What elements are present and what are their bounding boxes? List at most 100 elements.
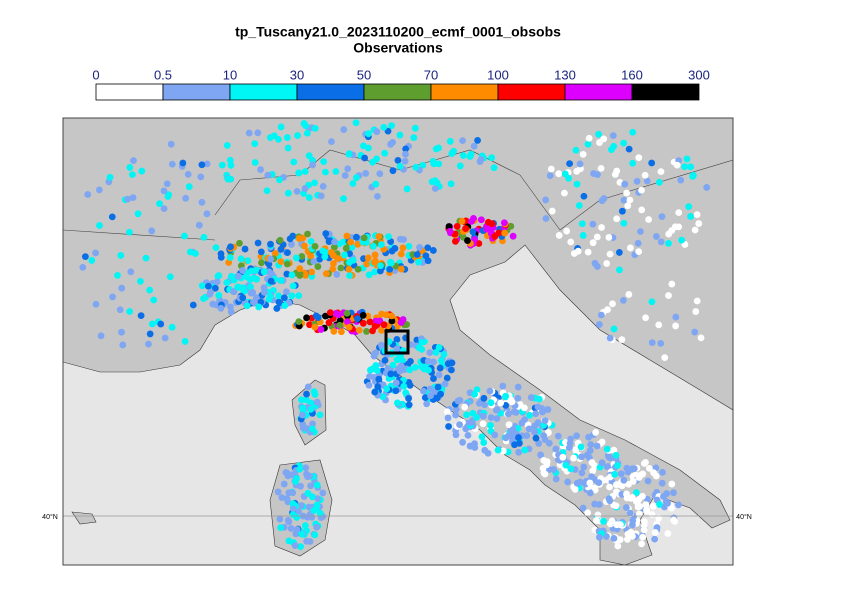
observation: [595, 321, 603, 328]
observation: [227, 303, 234, 311]
observation: [661, 354, 669, 362]
observation: [300, 242, 308, 250]
observation: [375, 375, 383, 383]
observation: [651, 535, 659, 543]
observation: [204, 282, 212, 290]
observation: [523, 432, 531, 440]
observation: [655, 501, 663, 508]
observation: [364, 130, 372, 138]
observation: [426, 349, 434, 357]
observation: [525, 425, 533, 433]
map: [63, 118, 733, 565]
observation: [386, 265, 394, 273]
observation: [306, 321, 313, 329]
observation: [293, 526, 301, 533]
observation: [364, 254, 372, 262]
observation: [567, 465, 575, 473]
observation: [289, 511, 297, 518]
observation: [129, 194, 137, 201]
observation: [380, 321, 388, 329]
observation: [665, 239, 672, 247]
observation: [697, 334, 705, 342]
observation: [371, 268, 378, 276]
observation: [677, 176, 685, 184]
observation: [434, 383, 442, 391]
observation: [319, 247, 327, 255]
observation: [345, 265, 353, 273]
observation: [598, 438, 606, 446]
observation: [138, 167, 146, 175]
observation: [552, 445, 560, 453]
observation: [337, 264, 345, 272]
observation: [405, 401, 413, 409]
observation: [273, 305, 281, 312]
observation: [388, 312, 396, 320]
observation: [667, 504, 675, 512]
observation: [613, 167, 621, 175]
observation: [419, 161, 427, 169]
observation: [145, 340, 152, 348]
observation: [224, 175, 232, 183]
observation: [606, 250, 614, 258]
observation: [641, 171, 649, 179]
observation: [691, 226, 699, 234]
observation: [341, 172, 349, 179]
observation: [230, 288, 237, 295]
observation: [605, 495, 613, 503]
observation: [452, 405, 460, 413]
observation: [108, 213, 116, 221]
observation: [92, 249, 100, 257]
observation: [295, 292, 303, 299]
observation: [310, 507, 318, 514]
observation: [399, 357, 406, 364]
observation: [142, 254, 150, 262]
observation: [623, 536, 631, 543]
observation: [381, 149, 389, 157]
observation: [303, 537, 310, 545]
observation: [626, 244, 634, 252]
observation: [297, 502, 305, 509]
observation: [309, 161, 317, 169]
observation: [629, 159, 637, 167]
observation: [185, 183, 193, 191]
observation: [664, 530, 672, 537]
observation: [635, 154, 643, 162]
observation: [421, 394, 429, 401]
observation: [306, 472, 314, 480]
observation: [531, 422, 539, 430]
observation: [655, 514, 662, 522]
observation: [266, 134, 274, 141]
observation: [452, 237, 459, 245]
observation: [393, 345, 401, 353]
colorbar-tick-label: 70: [424, 67, 438, 82]
observation: [502, 434, 510, 442]
observation: [168, 323, 176, 331]
observation: [603, 445, 611, 453]
observation: [520, 404, 528, 412]
observation: [97, 332, 105, 340]
observation: [326, 309, 334, 317]
observation: [156, 200, 163, 207]
observation: [284, 249, 291, 257]
observation: [277, 258, 285, 265]
observation: [407, 358, 414, 365]
observation: [508, 398, 516, 406]
observation: [179, 159, 187, 167]
observation: [283, 469, 291, 477]
observation: [648, 339, 656, 347]
observation: [555, 170, 563, 178]
observation: [446, 227, 454, 235]
observation: [186, 248, 194, 256]
observation: [250, 298, 257, 306]
observation: [343, 309, 351, 317]
observation: [311, 179, 318, 187]
observation: [314, 314, 322, 322]
observation: [275, 135, 282, 143]
observation: [589, 239, 597, 247]
observation: [359, 311, 367, 319]
colorbar-box: [296, 83, 365, 101]
observation: [106, 173, 114, 181]
observation: [283, 288, 290, 296]
observation: [475, 240, 483, 247]
observation: [637, 228, 644, 235]
